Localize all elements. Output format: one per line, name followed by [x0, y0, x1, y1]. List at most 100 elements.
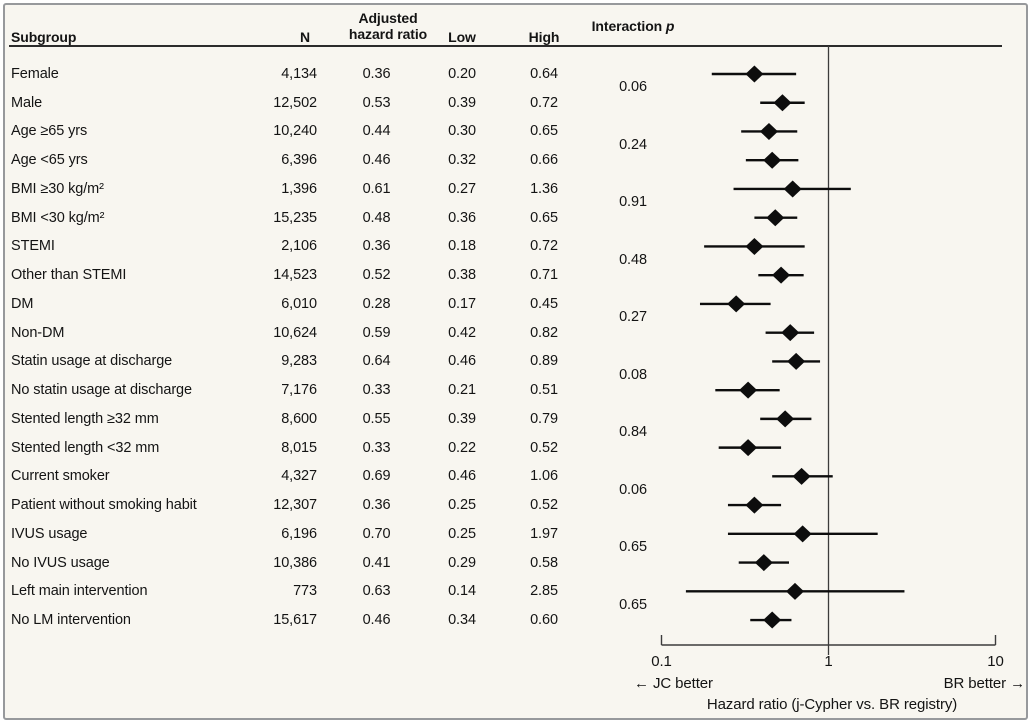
row-ci-high: 0.45 — [530, 295, 558, 312]
row-ci-low: 0.30 — [448, 123, 476, 140]
row-ci-low: 0.27 — [448, 180, 476, 197]
row-label: Male — [11, 94, 43, 111]
row-hazard-ratio: 0.53 — [362, 94, 391, 111]
row-label: Patient without smoking habit — [11, 497, 197, 514]
row-ci-low: 0.32 — [448, 152, 476, 169]
axis-right-better-label: BR better → — [943, 675, 1026, 692]
row-ci-high: 0.65 — [530, 123, 558, 140]
row-label: Stented length ≥32 mm — [11, 410, 159, 427]
interaction-p-value: 0.27 — [619, 309, 647, 326]
axis-tick-label: 1 — [824, 653, 833, 670]
row-ci-low: 0.29 — [448, 554, 476, 571]
row-label: Age ≥65 yrs — [11, 123, 88, 140]
row-ci-low: 0.17 — [448, 295, 476, 312]
row-hazard-ratio: 0.28 — [362, 295, 391, 312]
row-label: Current smoker — [11, 468, 110, 485]
row-hazard-ratio: 0.33 — [362, 439, 391, 456]
row-label: STEMI — [11, 238, 55, 255]
row-ci-high: 0.89 — [530, 353, 558, 370]
row-hazard-ratio: 0.64 — [362, 353, 391, 370]
adjusted-hazard-ratio-line1: Adjusted — [358, 10, 418, 26]
row-hazard-ratio: 0.46 — [362, 152, 391, 169]
row-n: 14,523 — [273, 267, 317, 284]
interaction-p-value: 0.65 — [619, 539, 647, 556]
row-ci-high: 0.82 — [530, 324, 558, 341]
row-ci-high: 1.36 — [530, 180, 558, 197]
interaction-p-value: 0.06 — [619, 481, 647, 498]
row-label: IVUS usage — [11, 525, 88, 542]
row-ci-low: 0.22 — [448, 439, 476, 456]
row-ci-high: 1.97 — [530, 525, 558, 542]
row-n: 773 — [293, 583, 317, 600]
row-ci-low: 0.14 — [448, 583, 476, 600]
interaction-p-value: 0.24 — [619, 136, 647, 153]
row-hazard-ratio: 0.44 — [362, 123, 391, 140]
row-ci-low: 0.18 — [448, 238, 476, 255]
interaction-p-value: 0.08 — [619, 366, 647, 383]
row-hazard-ratio: 0.55 — [362, 410, 391, 427]
row-label: Stented length <32 mm — [11, 439, 160, 456]
interaction-p-value: 0.65 — [619, 596, 647, 613]
row-ci-high: 0.64 — [530, 66, 558, 82]
col-header-interaction-p: Interaction p — [592, 17, 675, 35]
row-ci-low: 0.25 — [448, 525, 476, 542]
row-hazard-ratio: 0.36 — [362, 238, 391, 255]
row-n: 4,327 — [281, 468, 317, 485]
row-hazard-ratio: 0.48 — [362, 209, 391, 226]
header-divider — [9, 45, 1002, 47]
row-hazard-ratio: 0.61 — [362, 180, 391, 197]
figure-panel — [3, 3, 1028, 720]
col-header-n: N — [299, 29, 311, 45]
row-n: 12,502 — [273, 94, 317, 111]
row-ci-low: 0.42 — [448, 324, 476, 341]
row-n: 8,600 — [281, 410, 317, 427]
row-ci-high: 0.52 — [530, 497, 558, 514]
row-ci-low: 0.39 — [448, 410, 476, 427]
axis-tick-label: 10 — [987, 653, 1004, 670]
row-ci-high: 1.06 — [530, 468, 558, 485]
row-label: No LM intervention — [11, 612, 131, 629]
adjusted-hazard-ratio-line2: hazard ratio — [348, 26, 428, 42]
row-label: BMI ≥30 kg/m² — [11, 180, 104, 197]
row-n: 9,283 — [281, 353, 317, 370]
row-hazard-ratio: 0.70 — [362, 525, 391, 542]
row-n: 8,015 — [281, 439, 317, 456]
row-ci-high: 2.85 — [530, 583, 558, 600]
row-ci-high: 0.72 — [530, 238, 558, 255]
row-n: 10,240 — [273, 123, 317, 140]
row-ci-high: 0.58 — [530, 554, 558, 571]
row-ci-low: 0.46 — [448, 353, 476, 370]
row-ci-low: 0.20 — [448, 66, 476, 82]
row-n: 7,176 — [281, 382, 317, 399]
axis-xlabel: Hazard ratio (j-Cypher vs. BR registry) — [706, 696, 958, 713]
interaction-p-symbol: p — [665, 18, 675, 34]
row-ci-low: 0.38 — [448, 267, 476, 284]
row-ci-high: 0.71 — [530, 267, 558, 284]
row-n: 10,386 — [273, 554, 317, 571]
row-n: 6,396 — [281, 152, 317, 169]
row-ci-high: 0.51 — [530, 382, 558, 399]
row-label: Statin usage at discharge — [11, 353, 173, 370]
row-ci-low: 0.39 — [448, 94, 476, 111]
row-n: 2,106 — [281, 238, 317, 255]
row-n: 6,010 — [281, 295, 317, 312]
row-n: 4,134 — [281, 66, 317, 82]
col-header-adjusted-hazard-ratio: Adjusted hazard ratio — [349, 10, 427, 42]
interaction-p-value: 0.06 — [619, 79, 647, 96]
row-n: 10,624 — [273, 324, 317, 341]
row-n: 6,196 — [281, 525, 317, 542]
row-ci-low: 0.34 — [448, 612, 476, 629]
row-label: Left main intervention — [11, 583, 148, 600]
row-n: 12,307 — [273, 497, 317, 514]
row-ci-low: 0.21 — [448, 382, 476, 399]
row-n: 1,396 — [281, 180, 317, 197]
row-ci-high: 0.66 — [530, 152, 558, 169]
col-header-subgroup: Subgroup — [11, 29, 77, 45]
row-ci-high: 0.72 — [530, 94, 558, 111]
col-header-low: Low — [448, 29, 476, 45]
row-label: BMI <30 kg/m² — [11, 209, 105, 226]
interaction-p-value: 0.91 — [619, 194, 647, 211]
row-label: Age <65 yrs — [11, 152, 88, 169]
row-label: No statin usage at discharge — [11, 382, 192, 399]
col-header-high: High — [528, 29, 560, 45]
